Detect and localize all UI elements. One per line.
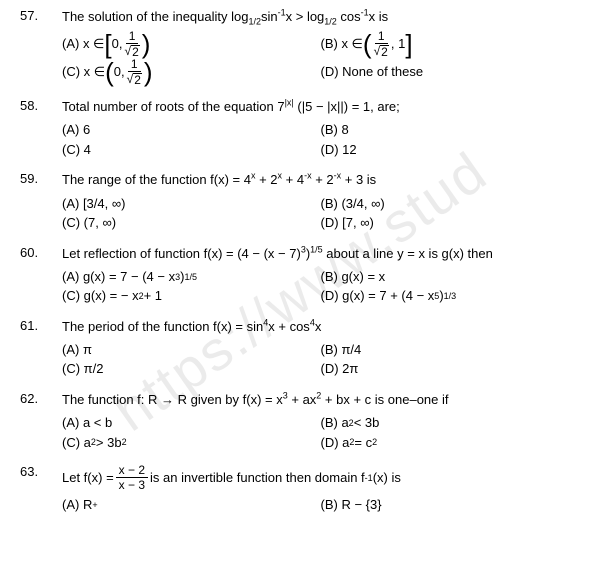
option-d: (D) 2π (321, 359, 580, 379)
question-number: 57. (20, 8, 62, 86)
option-c: (C) x ∈ ( 0, 12 ) (62, 58, 321, 86)
question-number: 60. (20, 245, 62, 306)
option-b: (B) R − {3} (321, 495, 580, 515)
option-d: (D) a2 = c2 (321, 433, 580, 453)
question-62: 62. The function f: R → R given by f(x) … (20, 391, 579, 452)
question-stem: The period of the function f(x) = sin4x … (62, 318, 579, 336)
option-a: (A) R+ (62, 495, 321, 515)
question-57: 57. The solution of the inequality log1/… (20, 8, 579, 86)
option-b: (B) g(x) = x (321, 267, 580, 287)
option-a: (A) g(x) = 7 − (4 − x3)1/5 (62, 267, 321, 287)
option-d: (D) g(x) = 7 + (4 − x5)1/3 (321, 286, 580, 306)
option-a: (A) π (62, 340, 321, 360)
option-b: (B) a2 < 3b (321, 413, 580, 433)
option-b: (B) 8 (321, 120, 580, 140)
question-number: 61. (20, 318, 62, 379)
option-b: (B) (3/4, ∞) (321, 194, 580, 214)
option-b: (B) π/4 (321, 340, 580, 360)
option-c: (C) a2 > 3b2 (62, 433, 321, 453)
option-a: (A) a < b (62, 413, 321, 433)
question-stem: The function f: R → R given by f(x) = x3… (62, 391, 579, 409)
question-stem: Let f(x) = x − 2x − 3 is an invertible f… (62, 464, 579, 491)
question-stem: The solution of the inequality log1/2sin… (62, 8, 579, 26)
option-d: (D) None of these (321, 58, 580, 86)
option-a: (A) x ∈ [ 0, 12 ) (62, 30, 321, 58)
question-58: 58. Total number of roots of the equatio… (20, 98, 579, 159)
option-b: (B) x ∈ ( 12 , 1 ] (321, 30, 580, 58)
option-c: (C) 4 (62, 140, 321, 160)
option-a: (A) 6 (62, 120, 321, 140)
option-c: (C) g(x) = − x2 + 1 (62, 286, 321, 306)
question-stem: The range of the function f(x) = 4x + 2x… (62, 171, 579, 189)
question-59: 59. The range of the function f(x) = 4x … (20, 171, 579, 232)
option-a: (A) [3/4, ∞) (62, 194, 321, 214)
question-60: 60. Let reflection of function f(x) = (4… (20, 245, 579, 306)
option-d: (D) [7, ∞) (321, 213, 580, 233)
option-c: (C) π/2 (62, 359, 321, 379)
question-number: 58. (20, 98, 62, 159)
question-number: 63. (20, 464, 62, 515)
question-63: 63. Let f(x) = x − 2x − 3 is an invertib… (20, 464, 579, 515)
option-d: (D) 12 (321, 140, 580, 160)
question-number: 59. (20, 171, 62, 232)
question-stem: Let reflection of function f(x) = (4 − (… (62, 245, 579, 263)
option-c: (C) (7, ∞) (62, 213, 321, 233)
question-stem: Total number of roots of the equation 7|… (62, 98, 579, 116)
question-61: 61. The period of the function f(x) = si… (20, 318, 579, 379)
question-number: 62. (20, 391, 62, 452)
